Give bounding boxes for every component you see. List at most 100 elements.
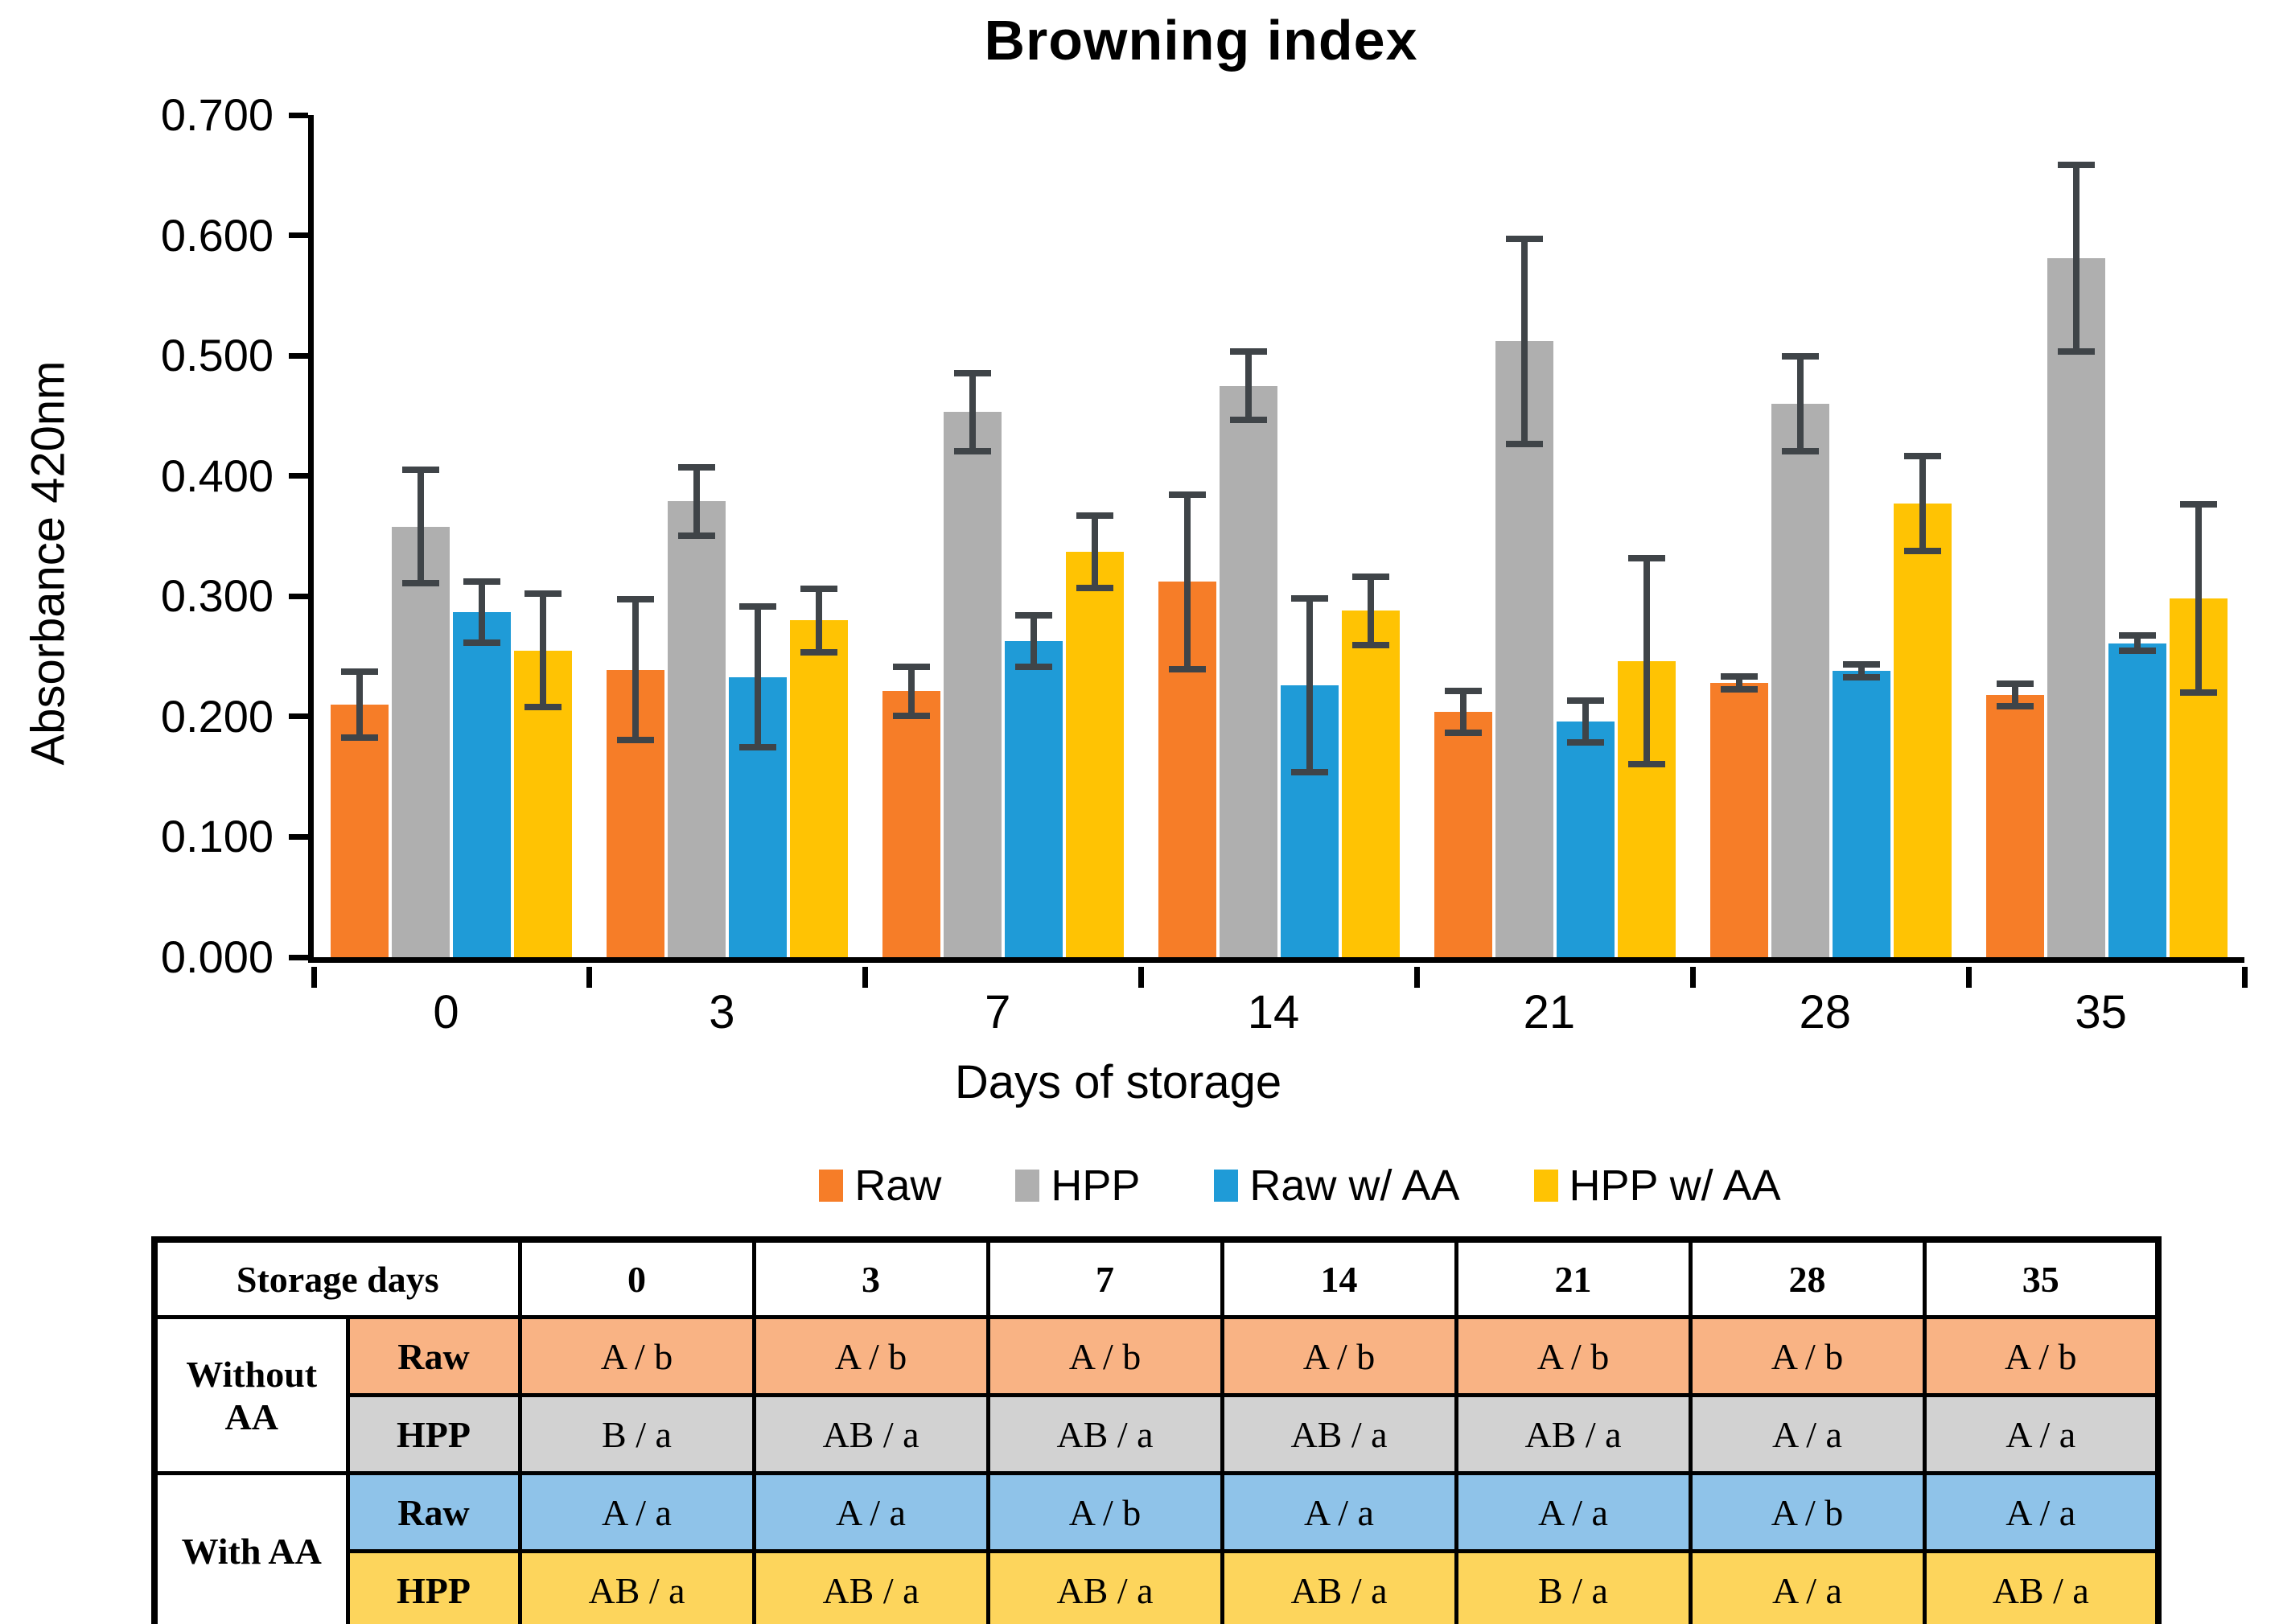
y-axis-title: Absorbance 420nm [22,360,75,766]
error-bar-stem [1306,594,1313,776]
x-axis-tick [1138,967,1145,988]
error-bar-cap-top [800,585,838,592]
table-header-storage-days: Storage days [152,1237,522,1319]
error-bar-cap-bottom [1720,685,1758,693]
error-bar-raw-w-aa-day21 [1557,697,1615,746]
x-axis-tick-label: 3 [709,986,735,1038]
legend-label: Raw [854,1161,942,1210]
error-bar-cap-bottom [1566,738,1604,746]
error-bar-cap-top [1230,348,1267,356]
error-bar-cap-top [2057,162,2095,169]
error-bar-cap-top [2179,501,2217,508]
error-bar-hpp-day0 [392,466,450,587]
legend-label: HPP [1051,1161,1141,1210]
table-header-day-7: 7 [985,1237,1224,1319]
error-bar-hpp-w-aa-day35 [2170,501,2228,697]
error-bar-raw-day7 [882,664,940,719]
table-cell-day21: B / a [1454,1549,1693,1624]
bar-hpp-day28 [1771,403,1829,957]
error-bar-cap-bottom [2179,689,2217,697]
bar-raw-w-aa-day7 [1005,640,1063,957]
legend-swatch-icon [1533,1170,1558,1202]
error-bar-raw-day28 [1710,673,1768,693]
error-bar-stem [816,585,823,656]
x-axis-tick [1965,967,1972,988]
error-bar-cap-top [617,596,655,603]
error-bar-cap-bottom [954,447,992,454]
table-cell-day7: AB / a [985,1549,1224,1624]
table-cell-day14: AB / a [1220,1393,1458,1475]
error-bar-cap-top [1720,673,1758,680]
x-axis-tick [1413,967,1420,988]
bar-hpp-day35 [2047,258,2105,957]
error-bar-cap-top [1076,512,1114,519]
error-bar-stem [1459,687,1467,736]
error-bar-stem [418,466,425,587]
table-header-day-3: 3 [751,1237,990,1319]
y-axis-tick [289,232,308,239]
error-bar-stem [356,668,364,741]
error-bar-cap-bottom [2057,347,2095,355]
legend-item-raw: Raw [819,1161,941,1211]
y-axis-tick [289,352,308,359]
table-cell-day14: A / a [1220,1471,1458,1553]
error-bar-hpp-day35 [2047,162,2105,355]
error-bar-stem [2195,501,2202,697]
error-bar-cap-bottom [1996,702,2034,709]
error-bar-raw-w-aa-day28 [1833,661,1890,680]
error-bar-raw-w-aa-day3 [729,603,787,750]
error-bar-cap-top [1352,573,1389,580]
bar-hpp-day14 [1220,385,1277,957]
error-bar-hpp-day14 [1220,348,1277,423]
error-bar-hpp-w-aa-day21 [1618,555,1676,767]
y-axis-tick-label: 0.000 [160,931,274,982]
legend-swatch-icon [1015,1170,1040,1202]
error-bar-hpp-w-aa-day3 [790,585,848,656]
error-bar-cap-bottom [678,532,716,539]
error-bar-raw-w-aa-day7 [1005,611,1063,670]
error-bar-cap-bottom [1444,729,1482,736]
plot-area: 0.000 0.100 0.200 0.300 0.400 0.500 0.600 0.700 [161,93,2248,988]
table-header-day-35: 35 [1922,1237,2161,1319]
error-bar-hpp-day28 [1771,353,1829,454]
error-bar-stem [2133,632,2141,655]
bar-raw-day28 [1709,682,1768,957]
x-axis-tick [2241,967,2248,988]
table-cell-day14: A / b [1220,1315,1458,1397]
bar-hpp-day3 [668,501,726,957]
table-cell-day3: A / a [751,1471,990,1553]
y-axis-tick [289,833,308,840]
legend-item-hpp-w-aa: HPP w/ AA [1533,1161,1781,1211]
error-bar-hpp-w-aa-day14 [1342,573,1400,648]
error-bar-stem [479,578,486,646]
bar-raw-w-aa-day28 [1832,671,1890,957]
x-axis-tick-label: 7 [985,986,1011,1038]
bar-raw-w-aa-day35 [2108,643,2166,957]
error-bar-cap-top [1169,491,1206,499]
bar-hpp-w-aa-day3 [790,620,849,957]
error-bar-stem [908,664,915,719]
error-bar-cap-top [341,668,379,676]
x-axis-tick-label: 21 [1523,986,1576,1038]
x-axis-tick [862,967,869,988]
error-bar-hpp-w-aa-day28 [1894,453,1952,554]
y-axis-tick [289,473,308,479]
x-axis-tick-label: 28 [1799,986,1852,1038]
error-bar-cap-bottom [341,734,379,741]
error-bar-cap-top [463,578,501,585]
error-bar-cap-bottom [893,712,931,719]
error-bar-stem [969,370,977,454]
bar-hpp-w-aa-day14 [1342,611,1400,957]
x-axis-tick-label: 14 [1247,986,1300,1038]
table-cell-day35: A / b [1922,1315,2161,1397]
y-axis-tick [289,112,308,118]
error-bar-stem [2072,162,2079,355]
bar-hpp-day7 [944,412,1002,957]
error-bar-stem [632,596,640,743]
error-bar-cap-top [1903,453,1941,460]
error-bar-cap-bottom [1015,663,1053,670]
table-cell-day21: A / a [1454,1471,1693,1553]
table-cell-day28: A / a [1688,1393,1927,1475]
table-header-day-28: 28 [1688,1237,1927,1319]
